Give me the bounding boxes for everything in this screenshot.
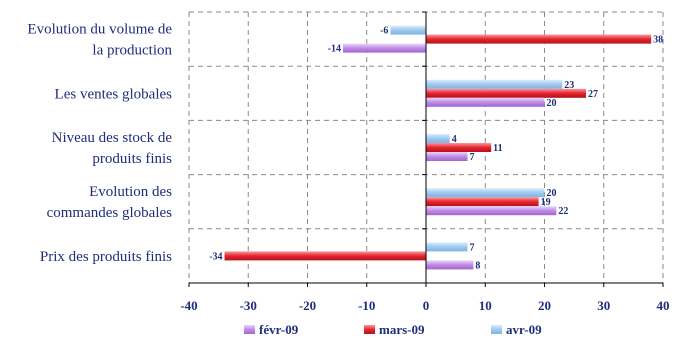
bar [426, 152, 467, 161]
axes [189, 12, 663, 287]
category-label: Evolution des [89, 184, 172, 200]
data-label: 38 [653, 35, 663, 46]
x-tick-label: 0 [423, 298, 430, 313]
category-label: produits finis [92, 151, 172, 167]
bar [426, 206, 556, 215]
data-label: 20 [547, 98, 557, 109]
bars [225, 26, 652, 270]
x-tick-label: -20 [299, 298, 316, 313]
category-label: Evolution du volume de [27, 22, 172, 38]
category-label: Les ventes globales [55, 86, 173, 102]
data-label: 8 [475, 260, 480, 271]
legend-label: avr-09 [506, 322, 542, 337]
bar [426, 35, 651, 44]
x-tick-label: 10 [479, 298, 492, 313]
labels: -6 38 -14 Evolution du volume de la producti… [27, 22, 669, 313]
bar [426, 134, 450, 143]
legend-swatch [244, 325, 255, 334]
bar [426, 242, 467, 251]
legend-swatch [364, 325, 375, 334]
x-tick-label: 20 [538, 298, 551, 313]
bar [426, 188, 545, 197]
data-label: 19 [541, 197, 551, 208]
bar [426, 80, 562, 89]
x-tick-label: 40 [657, 298, 670, 313]
bar [426, 89, 586, 98]
data-label: -14 [328, 44, 341, 55]
x-tick-label: 30 [597, 298, 610, 313]
legend-swatch [491, 325, 502, 334]
bar [343, 44, 426, 53]
category-label: la production [92, 43, 172, 59]
legend-label: févr-09 [259, 322, 299, 337]
x-tick-label: -10 [358, 298, 375, 313]
bar [426, 197, 539, 206]
category-label: Prix des produits finis [40, 249, 172, 265]
x-tick-label: -40 [180, 298, 197, 313]
legend-label: mars-09 [379, 322, 425, 337]
data-label: 4 [452, 134, 457, 145]
data-label: 11 [493, 143, 502, 154]
category-label: commandes globales [47, 205, 173, 221]
bar [225, 251, 426, 260]
data-label: -6 [380, 26, 388, 37]
bar [426, 143, 491, 152]
legend: févr-09 mars-09 avr-09 [244, 322, 542, 337]
category-label: Niveau des stock de [52, 130, 173, 146]
data-label: 22 [558, 206, 568, 217]
data-label: 27 [588, 89, 598, 100]
data-label: 7 [469, 242, 474, 253]
data-label: 23 [564, 80, 574, 91]
x-tick-label: -30 [240, 298, 257, 313]
bar [426, 260, 473, 269]
bar [426, 98, 545, 107]
data-label: -34 [209, 251, 222, 262]
bar [390, 26, 426, 35]
data-label: 7 [469, 152, 474, 163]
